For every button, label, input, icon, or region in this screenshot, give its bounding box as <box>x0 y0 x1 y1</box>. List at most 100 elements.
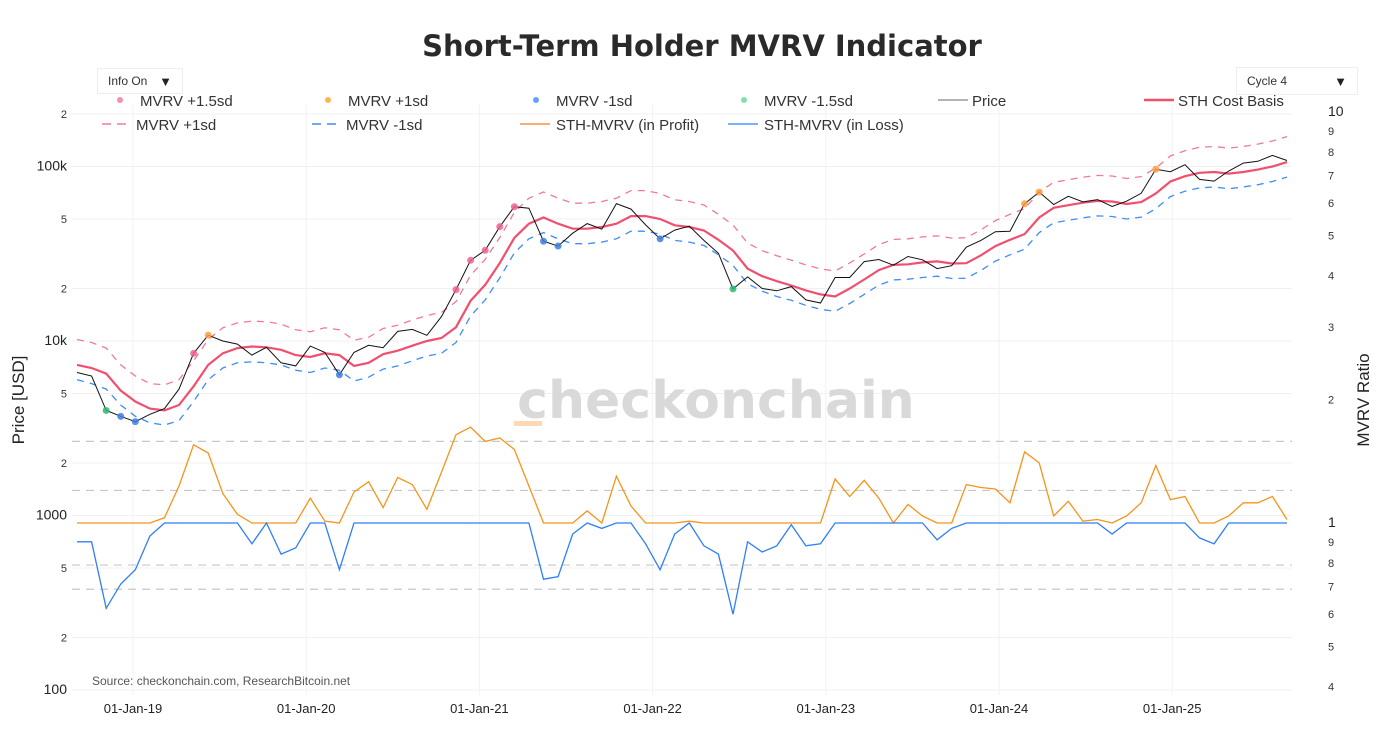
mvrv-minus-1sd-dot <box>540 237 548 245</box>
legend-item: MVRV -1sd <box>533 93 632 110</box>
left-axis-title: Price [USD] <box>9 356 28 445</box>
mvrv-plus-1sd-dot <box>1021 200 1029 208</box>
right-tick-label: 7 <box>1328 171 1334 183</box>
marker-layer <box>102 165 1160 426</box>
watermark: checkonchain <box>514 371 915 431</box>
mvrv-plus-1_5sd-dot <box>452 286 460 294</box>
x-tick-label: 01-Jan-24 <box>970 701 1029 716</box>
legend-item: MVRV +1.5sd <box>117 93 233 110</box>
left-tick-label: 100 <box>44 681 68 697</box>
right-axis: 10 9 8 7 6 5 4 3 2 1 9 8 7 6 5 4 <box>1328 103 1344 694</box>
left-tick-label: 5 <box>61 389 67 401</box>
mvrv-plus-1_5sd-dot <box>467 256 475 264</box>
sth-mvrv-loss-line <box>77 521 1287 615</box>
watermark-underscore <box>514 421 542 426</box>
legend-item: STH-MVRV (in Profit) <box>520 117 699 134</box>
mvrv-plus-1sd-dot <box>1035 188 1043 196</box>
mvrv-minus-1_5sd-dot <box>729 285 737 293</box>
legend-item: MVRV +1sd <box>325 93 428 110</box>
x-tick-label: 01-Jan-25 <box>1143 701 1202 716</box>
sth-mvrv-profit-line <box>77 426 1288 525</box>
left-axis: 2 100k 5 2 10k 5 2 1000 5 2 100 <box>36 109 68 697</box>
source-note: Source: checkonchain.com, ResearchBitcoi… <box>92 674 351 688</box>
mvrv-minus-1sd-dot <box>335 371 343 379</box>
legend-item: Price <box>938 93 1006 110</box>
right-axis-title: MVRV Ratio <box>1354 353 1373 446</box>
mvrv-minus-1sd-dot <box>554 242 562 250</box>
right-tick-label: 4 <box>1328 682 1334 694</box>
right-tick-label: 6 <box>1328 609 1334 621</box>
x-tick-label: 01-Jan-23 <box>797 701 856 716</box>
mvrv-minus-1sd-dot <box>656 235 664 243</box>
left-tick-label: 2 <box>61 109 67 121</box>
left-tick-label: 2 <box>61 458 67 470</box>
legend-dot-icon <box>741 97 747 103</box>
legend-dot-icon <box>325 97 331 103</box>
right-tick-label: 2 <box>1328 394 1334 406</box>
mvrv-plus-1_5sd-dot <box>496 223 504 231</box>
mvrv-minus-1sd-dot <box>131 418 139 426</box>
right-tick-label: 3 <box>1328 322 1334 334</box>
watermark-text: checkonchain <box>517 371 915 431</box>
mvrv-minus-1_5sd-dot <box>102 406 110 414</box>
right-tick-label: 4 <box>1328 271 1334 283</box>
chevron-down-icon: ▼ <box>159 73 172 89</box>
right-tick-label: 6 <box>1328 198 1334 210</box>
legend-label: MVRV +1sd <box>348 93 428 110</box>
legend-label: MVRV +1.5sd <box>140 93 233 110</box>
mvrv-plus-1_5sd-dot <box>510 203 518 211</box>
legend-item: STH-MVRV (in Loss) <box>728 117 904 134</box>
legend-dot-icon <box>533 97 539 103</box>
x-tick-label: 01-Jan-19 <box>104 701 163 716</box>
legend-label: STH-MVRV (in Loss) <box>764 117 904 134</box>
series-layer <box>76 135 1288 615</box>
price-line <box>76 154 1288 423</box>
left-tick-label: 2 <box>61 283 67 295</box>
legend-label: MVRV -1sd <box>346 117 422 134</box>
mvrv-plus-1_5sd-dot <box>481 246 489 254</box>
left-tick-label: 5 <box>61 563 67 575</box>
cycle-dropdown-label: Cycle 4 <box>1247 74 1288 88</box>
left-tick-label: 5 <box>61 214 67 226</box>
info-dropdown[interactable]: Info On ▼ <box>97 68 183 94</box>
mvrv-plus-1sd-dot <box>1152 165 1160 173</box>
mvrv-minus-1sd-band <box>76 176 1288 426</box>
x-tick-label: 01-Jan-22 <box>623 701 682 716</box>
right-tick-label: 8 <box>1328 147 1334 159</box>
right-tick-label: 10 <box>1328 103 1344 119</box>
legend-item: MVRV -1.5sd <box>741 93 853 110</box>
sth-cost-basis-line <box>76 161 1288 412</box>
legend-item: STH Cost Basis <box>1144 93 1284 110</box>
right-tick-label: 9 <box>1328 537 1334 549</box>
mvrv-level-lines <box>72 440 1292 590</box>
x-axis: 01-Jan-19 01-Jan-20 01-Jan-21 01-Jan-22 01-J… <box>104 701 1202 716</box>
legend-label: MVRV -1.5sd <box>764 93 853 110</box>
mvrv-plus-1sd-band <box>76 135 1288 386</box>
mvrv-plus-1_5sd-dot <box>190 349 198 357</box>
right-tick-label: 5 <box>1328 231 1334 243</box>
left-tick-label: 100k <box>37 158 68 174</box>
legend: MVRV +1.5sd MVRV +1sd MVRV -1sd MVRV -1.5sd… <box>102 93 1284 134</box>
right-tick-label: 9 <box>1328 126 1334 138</box>
legend-item: MVRV +1sd <box>102 117 216 134</box>
legend-label: STH Cost Basis <box>1178 93 1284 110</box>
right-tick-label: 1 <box>1328 514 1336 530</box>
legend-label: STH-MVRV (in Profit) <box>556 117 699 134</box>
left-tick-label: 2 <box>61 632 67 644</box>
left-tick-label: 1000 <box>36 507 67 523</box>
legend-label: Price <box>972 93 1006 110</box>
cycle-dropdown[interactable]: Cycle 4 ▼ <box>1236 67 1358 95</box>
right-tick-label: 8 <box>1328 558 1334 570</box>
legend-dot-icon <box>117 97 123 103</box>
x-tick-label: 01-Jan-20 <box>277 701 336 716</box>
legend-label: MVRV -1sd <box>556 93 632 110</box>
legend-label: MVRV +1sd <box>136 117 216 134</box>
right-tick-label: 5 <box>1328 642 1334 654</box>
x-tick-label: 01-Jan-21 <box>450 701 509 716</box>
gridlines <box>72 105 1292 695</box>
chevron-down-icon: ▼ <box>1334 73 1347 89</box>
chart-title: Short-Term Holder MVRV Indicator <box>422 29 982 63</box>
right-tick-label: 7 <box>1328 582 1334 594</box>
left-tick-label: 10k <box>44 332 68 348</box>
